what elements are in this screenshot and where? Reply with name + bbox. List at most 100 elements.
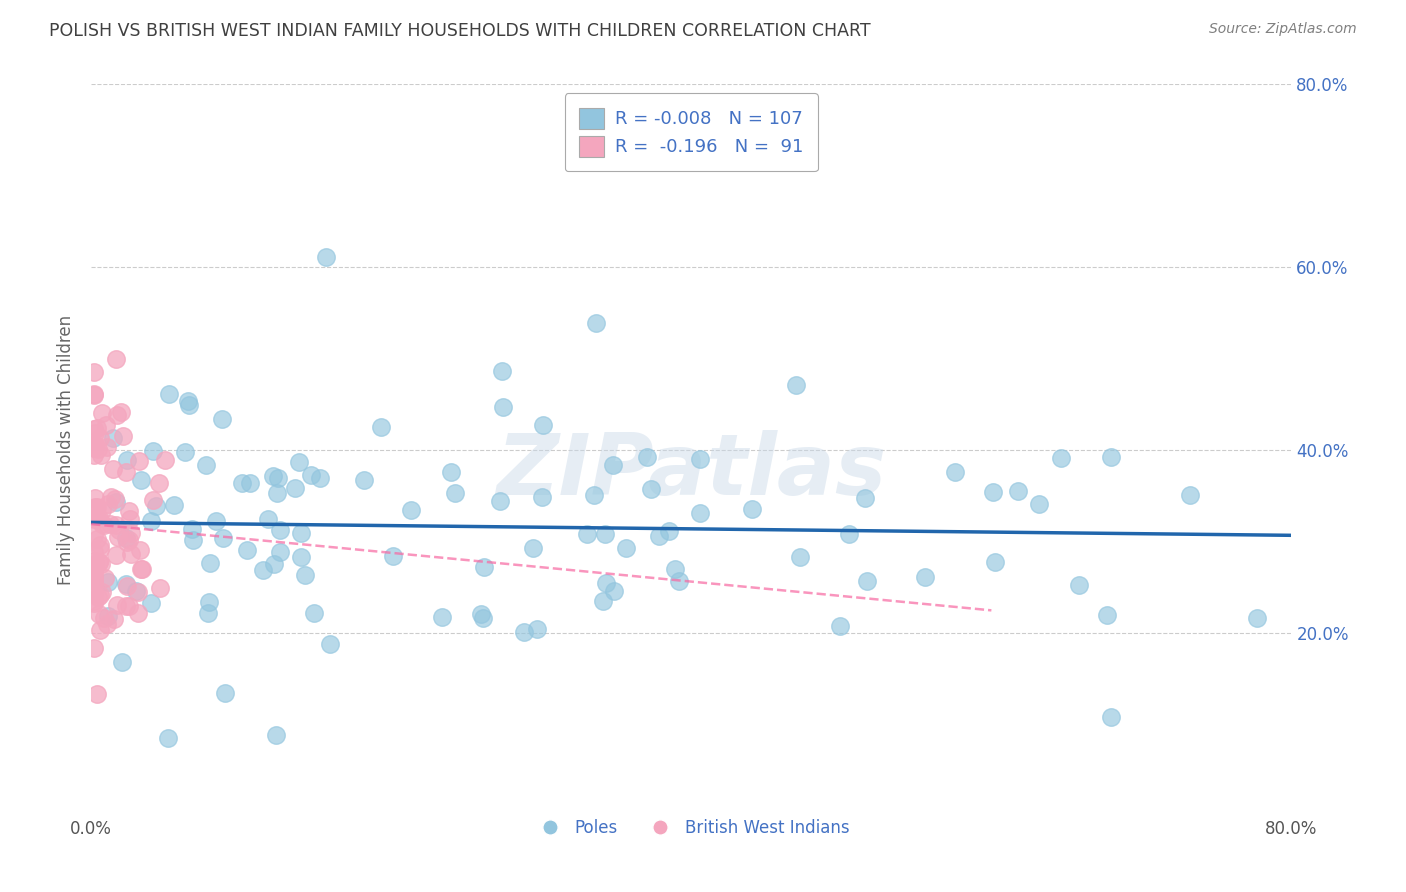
Point xyxy=(156,731,179,745)
Point xyxy=(181,533,204,548)
Point xyxy=(943,466,966,480)
Point xyxy=(290,526,312,541)
Point xyxy=(195,458,218,472)
Point xyxy=(1067,577,1090,591)
Point xyxy=(855,574,877,588)
Point xyxy=(155,453,177,467)
Point xyxy=(302,606,325,620)
Point xyxy=(838,527,860,541)
Point xyxy=(658,524,681,538)
Point xyxy=(83,437,105,451)
Point xyxy=(603,584,626,599)
Point xyxy=(470,607,492,622)
Point xyxy=(785,378,807,392)
Point xyxy=(127,606,149,620)
Point xyxy=(105,351,128,366)
Point xyxy=(90,406,112,420)
Point xyxy=(86,421,108,435)
Point xyxy=(288,455,311,469)
Point xyxy=(205,514,228,528)
Point xyxy=(157,387,180,401)
Point xyxy=(1099,450,1122,464)
Point xyxy=(83,553,105,567)
Point xyxy=(83,545,105,559)
Point xyxy=(128,453,150,467)
Point xyxy=(353,473,375,487)
Point xyxy=(443,486,465,500)
Point xyxy=(142,444,165,458)
Point xyxy=(1180,488,1202,502)
Point xyxy=(149,581,172,595)
Point xyxy=(139,596,162,610)
Point xyxy=(108,523,131,537)
Point xyxy=(93,518,115,533)
Point xyxy=(163,498,186,512)
Point xyxy=(84,500,107,515)
Point xyxy=(984,555,1007,569)
Point xyxy=(614,541,637,555)
Point xyxy=(96,440,118,454)
Point xyxy=(266,486,288,500)
Point xyxy=(214,686,236,700)
Point xyxy=(105,598,128,612)
Point xyxy=(1099,710,1122,724)
Point xyxy=(83,388,105,402)
Point xyxy=(440,465,463,479)
Point xyxy=(97,497,120,511)
Point xyxy=(177,394,200,409)
Point xyxy=(522,541,544,555)
Point xyxy=(107,530,129,544)
Point xyxy=(110,405,132,419)
Point xyxy=(914,570,936,584)
Point xyxy=(103,492,125,507)
Point xyxy=(430,610,453,624)
Point xyxy=(148,475,170,490)
Point xyxy=(309,471,332,485)
Point xyxy=(120,526,142,541)
Point xyxy=(120,547,142,561)
Point xyxy=(89,431,111,445)
Point xyxy=(115,453,138,467)
Point xyxy=(294,568,316,582)
Point xyxy=(89,588,111,602)
Point xyxy=(100,490,122,504)
Point xyxy=(741,502,763,516)
Point xyxy=(592,594,614,608)
Point xyxy=(257,511,280,525)
Point xyxy=(83,557,105,571)
Point xyxy=(262,469,284,483)
Point xyxy=(115,466,138,480)
Point xyxy=(664,562,686,576)
Point xyxy=(83,448,105,462)
Point xyxy=(129,561,152,575)
Point xyxy=(87,442,110,456)
Point xyxy=(86,512,108,526)
Point xyxy=(83,441,105,455)
Point xyxy=(105,408,128,422)
Point xyxy=(142,492,165,507)
Point xyxy=(87,511,110,525)
Point xyxy=(533,418,555,433)
Point xyxy=(1007,483,1029,498)
Point xyxy=(93,611,115,625)
Point xyxy=(211,531,233,545)
Point xyxy=(83,426,105,441)
Point xyxy=(593,526,616,541)
Point xyxy=(252,563,274,577)
Point xyxy=(145,499,167,513)
Point xyxy=(101,431,124,445)
Point xyxy=(83,528,105,542)
Point xyxy=(198,557,221,571)
Point xyxy=(689,507,711,521)
Point xyxy=(83,422,105,436)
Point xyxy=(115,599,138,613)
Point xyxy=(236,543,259,558)
Point xyxy=(83,640,105,655)
Point xyxy=(266,471,288,485)
Point xyxy=(83,566,105,581)
Point xyxy=(197,595,219,609)
Point xyxy=(83,594,105,608)
Point xyxy=(83,387,105,401)
Point xyxy=(118,503,141,517)
Point xyxy=(585,316,607,330)
